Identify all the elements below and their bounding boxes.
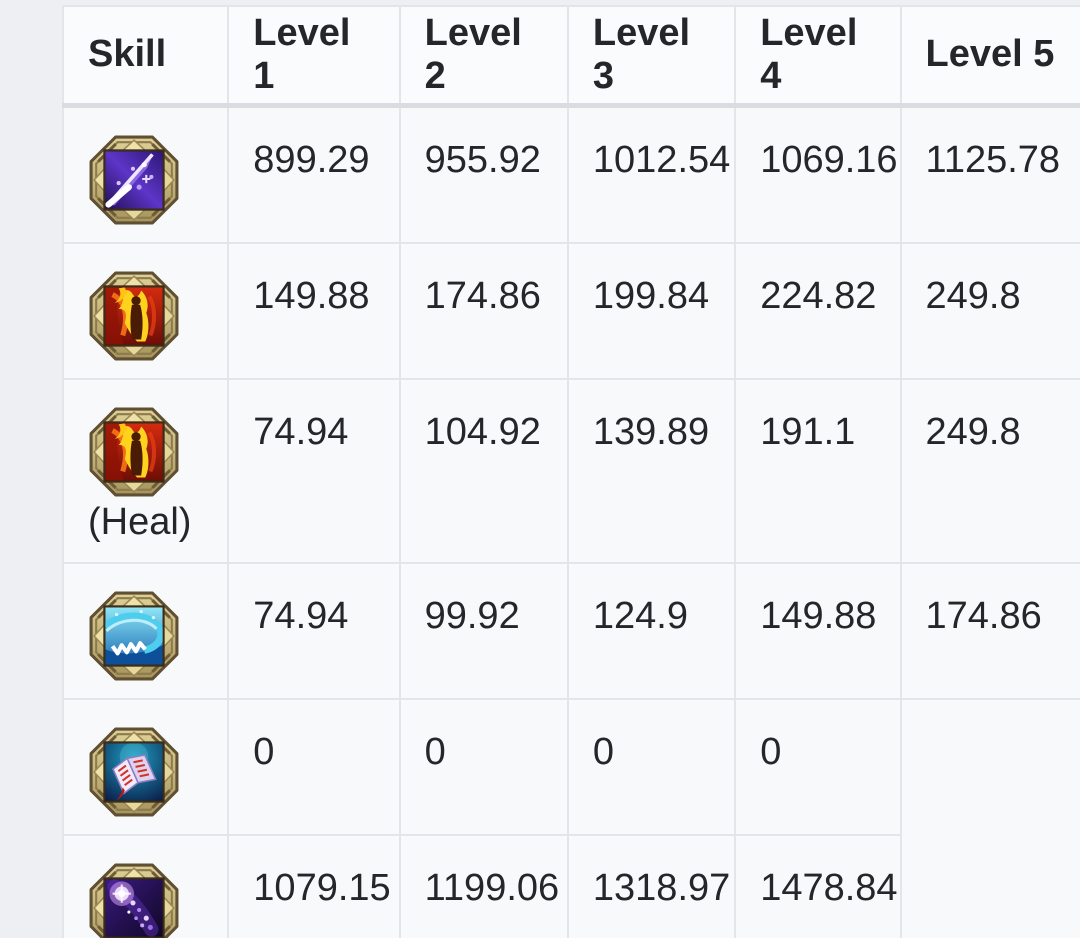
skill-value-cell: 99.92 bbox=[398, 561, 569, 700]
skill-value-cell: 1069.16 bbox=[734, 104, 902, 244]
skill-value-cell: 104.92 bbox=[398, 377, 569, 564]
skill-value-cell: 1478.84 bbox=[734, 833, 902, 938]
skill-value-cell: 249.8 bbox=[899, 241, 1080, 380]
water-wave-skill-icon[interactable] bbox=[88, 590, 180, 682]
skill-cell bbox=[61, 561, 230, 700]
skill-cell bbox=[61, 241, 230, 380]
skill-value-cell: 1125.78 bbox=[899, 104, 1080, 244]
skill-value-cell: 191.1 bbox=[734, 377, 902, 564]
skill-value-cell: 224.82 bbox=[734, 241, 902, 380]
skill-cell: (Heal) bbox=[61, 377, 230, 564]
skill-value-cell: 0 bbox=[398, 697, 569, 836]
empty-value-cell bbox=[899, 697, 1080, 938]
skill-value-cell: 955.92 bbox=[398, 104, 569, 244]
column-header-skill: Skill bbox=[61, 5, 230, 108]
skill-levels-table: Skill Level 1 Level 2 Level 3 Level 4 Le… bbox=[61, 5, 1080, 938]
table-row: 74.94 99.92 124.9 149.88 174.86 bbox=[61, 561, 1080, 700]
skill-cell bbox=[61, 833, 230, 938]
spell-book-skill-icon[interactable] bbox=[88, 726, 180, 818]
purple-spike-skill-icon[interactable] bbox=[88, 134, 180, 226]
skill-value-cell: 1079.15 bbox=[227, 833, 401, 938]
skill-value-cell: 199.84 bbox=[566, 241, 737, 380]
table-row: 149.88 174.86 199.84 224.82 249.8 bbox=[61, 241, 1080, 380]
skill-value-cell: 149.88 bbox=[734, 561, 902, 700]
skill-value-cell: 139.89 bbox=[566, 377, 737, 564]
header-row: Skill Level 1 Level 2 Level 3 Level 4 Le… bbox=[61, 5, 1080, 108]
skill-value-cell: 0 bbox=[734, 697, 902, 836]
skill-value-cell: 74.94 bbox=[227, 377, 401, 564]
skill-cell bbox=[61, 104, 230, 244]
column-header-level-1: Level 1 bbox=[227, 5, 401, 108]
skill-value-cell: 0 bbox=[227, 697, 401, 836]
flame-figure-skill-icon[interactable] bbox=[88, 406, 180, 498]
column-header-level-2: Level 2 bbox=[398, 5, 569, 108]
skill-value-cell: 899.29 bbox=[227, 104, 401, 244]
flame-figure-skill-icon[interactable] bbox=[88, 270, 180, 362]
skill-value-cell: 1318.97 bbox=[566, 833, 737, 938]
column-header-level-3: Level 3 bbox=[566, 5, 737, 108]
skill-value-cell: 249.8 bbox=[899, 377, 1080, 564]
column-header-level-5: Level 5 bbox=[899, 5, 1080, 108]
skill-value-cell: 1012.54 bbox=[566, 104, 737, 244]
skill-variant-label: (Heal) bbox=[88, 500, 192, 543]
table-row: 899.29 955.92 1012.54 1069.16 1125.78 bbox=[61, 104, 1080, 244]
skill-value-cell: 0 bbox=[566, 697, 737, 836]
skill-value-cell: 149.88 bbox=[227, 241, 401, 380]
skill-cell bbox=[61, 697, 230, 836]
skill-value-cell: 74.94 bbox=[227, 561, 401, 700]
table-row: 0 0 0 0 bbox=[61, 697, 1080, 938]
table-row: 1079.15 1199.06 1318.97 1478.84 bbox=[61, 833, 1080, 938]
skill-value-cell: 1199.06 bbox=[398, 833, 569, 938]
purple-sparkles-skill-icon[interactable] bbox=[88, 862, 180, 938]
skill-value-cell: 174.86 bbox=[899, 561, 1080, 700]
column-header-level-4: Level 4 bbox=[734, 5, 902, 108]
table-row: (Heal) 74.94 104.92 139.89 191.1 249.8 bbox=[61, 377, 1080, 564]
skill-value-cell: 174.86 bbox=[398, 241, 569, 380]
skill-value-cell: 124.9 bbox=[566, 561, 737, 700]
